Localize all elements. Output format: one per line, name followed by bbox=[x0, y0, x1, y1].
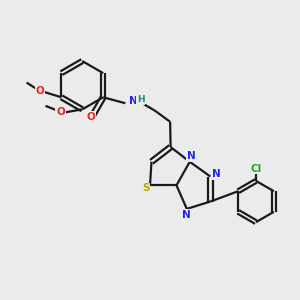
Text: N: N bbox=[212, 169, 220, 179]
Text: O: O bbox=[36, 86, 44, 96]
Text: N: N bbox=[187, 152, 196, 161]
Text: H: H bbox=[137, 95, 145, 104]
Text: Cl: Cl bbox=[250, 164, 262, 173]
Text: N: N bbox=[129, 96, 138, 106]
Text: O: O bbox=[86, 112, 95, 122]
Text: S: S bbox=[142, 183, 149, 193]
Text: N: N bbox=[182, 210, 190, 220]
Text: O: O bbox=[56, 107, 65, 117]
